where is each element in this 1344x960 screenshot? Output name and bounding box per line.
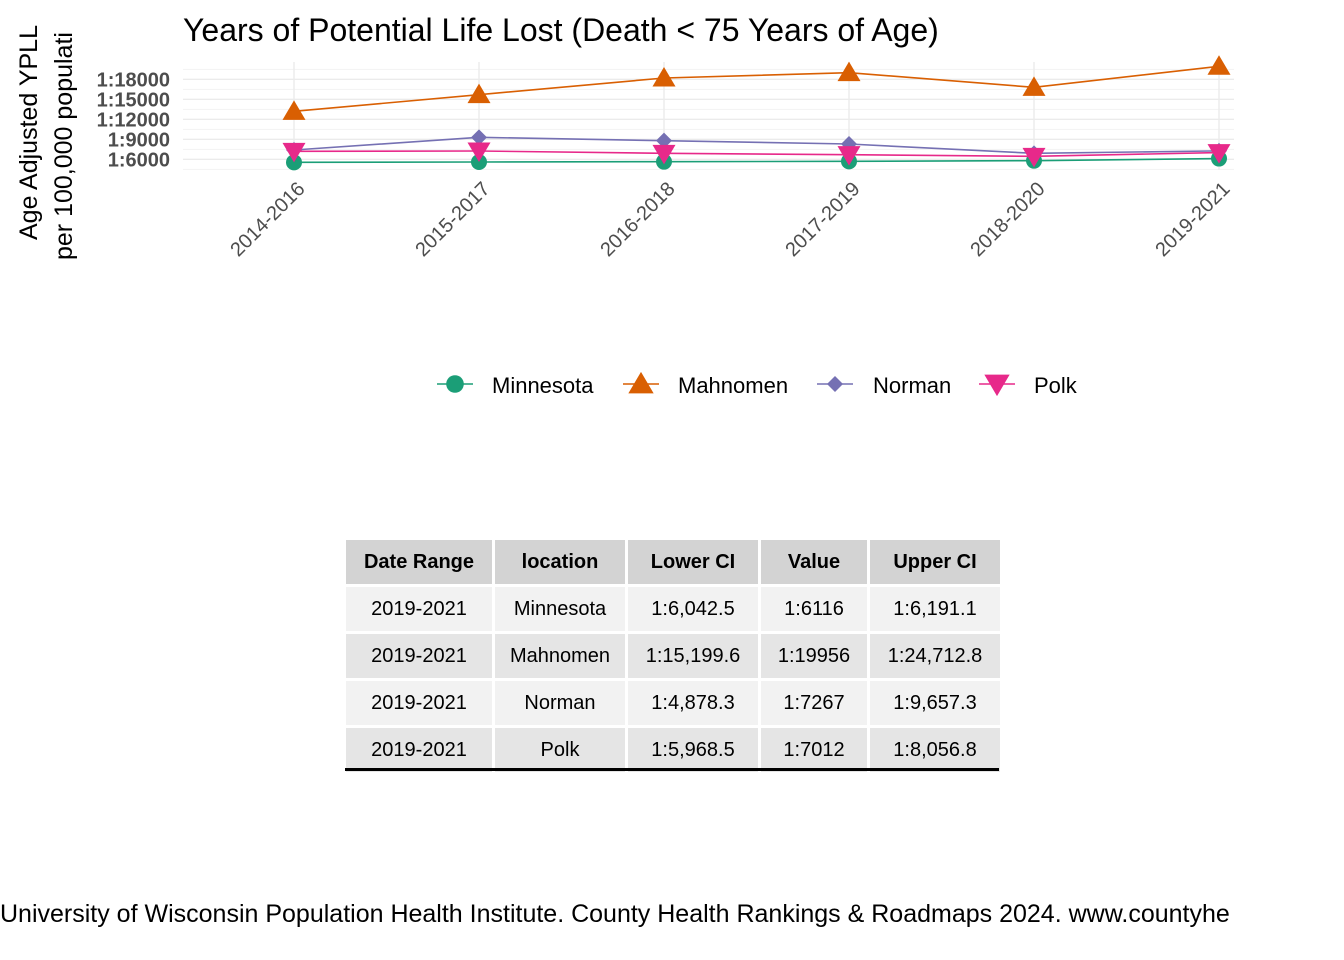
legend-item-polk: Polk: [979, 373, 1078, 398]
table-cell: 1:19956: [761, 631, 867, 678]
table-cell: Norman: [495, 678, 625, 725]
table-cell: 2019-2021: [346, 678, 492, 725]
series-line-minnesota: [293, 157, 1220, 164]
legend-key-norman: [827, 376, 843, 392]
source-note: University of Wisconsin Population Healt…: [0, 900, 1230, 928]
table-cell: Polk: [495, 725, 625, 772]
table-row: 2019-2021 Mahnomen 1:15,199.6 1:19956 1:…: [346, 631, 1000, 678]
data-point-polk: [282, 142, 306, 163]
table-cell: 1:24,712.8: [870, 631, 1000, 678]
header-value: Value: [761, 540, 867, 584]
header-upper-ci: Upper CI: [870, 540, 1000, 584]
y-tick-label: 1:9000: [108, 129, 170, 151]
table-cell: 1:6116: [761, 584, 867, 631]
data-point-polk: [652, 144, 676, 165]
y-axis-title-line-1: Age Adjusted YPLL: [15, 25, 43, 240]
x-tick-label: 2014-2016: [226, 178, 309, 261]
table-bottom-rule: [345, 768, 999, 771]
table-cell: 1:8,056.8: [870, 725, 1000, 772]
data-point-mahnomen: [1207, 55, 1231, 75]
table-cell: Minnesota: [495, 584, 625, 631]
table-cell: 1:9,657.3: [870, 678, 1000, 725]
data-point-mahnomen: [467, 83, 491, 104]
legend-item-mahnomen: Mahnomen: [623, 371, 788, 398]
table-cell: 1:6,042.5: [628, 584, 758, 631]
data-point-polk: [837, 146, 861, 166]
data-point-norman: [471, 129, 487, 146]
legend-item-norman: Norman: [817, 373, 951, 398]
legend-item-minnesota: Minnesota: [437, 373, 594, 398]
legend-key-minnesota: [446, 375, 464, 393]
y-tick-label: 1:6000: [108, 149, 170, 171]
legend-label-polk: Polk: [1034, 373, 1078, 398]
series-mahnomen: [282, 55, 1231, 120]
table-cell: 1:4,878.3: [628, 678, 758, 725]
data-point-mahnomen: [282, 100, 306, 120]
data-point-mahnomen: [1022, 76, 1046, 96]
table-cell: 1:5,968.5: [628, 725, 758, 772]
data-point-polk: [467, 142, 491, 162]
legend-label-mahnomen: Mahnomen: [678, 373, 788, 398]
series-layer: [282, 55, 1231, 171]
data-point-mahnomen: [652, 67, 676, 87]
header-lower-ci: Lower CI: [628, 540, 758, 584]
table-cell: 1:7267: [761, 678, 867, 725]
y-tick-label: 1:12000: [97, 109, 170, 131]
x-tick-label: 2019-2021: [1151, 178, 1234, 261]
table-row: 2019-2021 Norman 1:4,878.3 1:7267 1:9,65…: [346, 678, 1000, 725]
table-cell: 2019-2021: [346, 584, 492, 631]
header-date-range: Date Range: [346, 540, 492, 584]
series-line-norman: [293, 136, 1220, 155]
legend: Minnesota Mahnomen Norman Polk: [437, 371, 1078, 398]
y-axis-title-line-2: per 100,000 populati: [50, 32, 78, 260]
series-polk: [282, 142, 1231, 168]
table-row: 2019-2021 Minnesota 1:6,042.5 1:6116 1:6…: [346, 584, 1000, 631]
chart-title: Years of Potential Life Lost (Death < 75…: [183, 12, 939, 48]
data-point-mahnomen: [837, 61, 861, 82]
table-cell: 1:7012: [761, 725, 867, 772]
data-point-norman: [656, 132, 672, 149]
legend-key-polk: [984, 374, 1010, 397]
legend-key-mahnomen: [628, 371, 654, 394]
x-tick-label: 2017-2019: [781, 178, 864, 261]
data-table: Date Range location Lower CI Value Upper…: [343, 540, 1003, 772]
x-tick-label: 2015-2017: [411, 178, 494, 261]
y-tick-label: 1:18000: [97, 69, 170, 91]
table-cell: 2019-2021: [346, 725, 492, 772]
table-row: 2019-2021 Polk 1:5,968.5 1:7012 1:8,056.…: [346, 725, 1000, 772]
x-tick-label: 2016-2018: [596, 178, 679, 261]
table-cell: 1:6,191.1: [870, 584, 1000, 631]
x-axis-ticks: 2014-2016 2015-2017 2016-2018 2017-2019 2018…: [226, 178, 1234, 261]
series-line-mahnomen: [293, 65, 1220, 113]
table-cell: 1:15,199.6: [628, 631, 758, 678]
data-point-polk: [1207, 144, 1231, 164]
header-location: location: [495, 540, 625, 584]
table-header-row: Date Range location Lower CI Value Upper…: [346, 540, 1000, 584]
table-cell: 2019-2021: [346, 631, 492, 678]
legend-label-minnesota: Minnesota: [492, 373, 594, 398]
x-tick-label: 2018-2020: [966, 178, 1049, 261]
y-tick-label: 1:15000: [97, 89, 170, 111]
series-norman: [286, 129, 1227, 162]
data-point-polk: [1022, 147, 1046, 168]
table-cell: Mahnomen: [495, 631, 625, 678]
series-line-polk: [293, 150, 1220, 158]
legend-label-norman: Norman: [873, 373, 951, 398]
